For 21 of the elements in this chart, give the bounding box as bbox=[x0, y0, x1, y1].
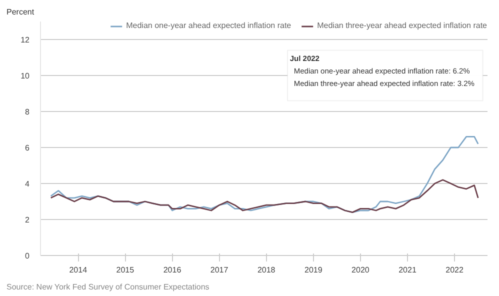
legend-label: Median three-year ahead expected inflation rate bbox=[317, 21, 487, 30]
line-series bbox=[50, 179, 479, 213]
y-tick-label: 0 bbox=[25, 252, 30, 260]
source-note: Source: New York Fed Survey of Consumer Expectations bbox=[6, 282, 210, 292]
x-tick-label: 2022 bbox=[446, 266, 464, 274]
legend-label: Median one-year ahead expected inflation rate bbox=[126, 21, 292, 30]
x-tick-label: 2017 bbox=[210, 266, 229, 274]
y-tick-label: 8 bbox=[25, 108, 30, 116]
x-tick-label: 2015 bbox=[116, 266, 135, 274]
y-axis-title: Percent bbox=[6, 8, 35, 16]
x-tick-label: 2014 bbox=[69, 266, 88, 274]
x-tick-label: 2021 bbox=[398, 266, 417, 274]
y-tick-label: 4 bbox=[25, 180, 30, 188]
y-tick-label: 2 bbox=[25, 216, 30, 224]
x-tick-label: 2016 bbox=[163, 266, 182, 274]
x-tick-label: 2018 bbox=[257, 266, 276, 274]
x-tick-label: 2019 bbox=[304, 266, 323, 274]
x-tick-label: 2020 bbox=[352, 266, 370, 274]
y-tick-label: 12 bbox=[20, 36, 30, 44]
y-tick-label: 6 bbox=[25, 144, 30, 152]
y-tick-label: 10 bbox=[20, 72, 30, 80]
